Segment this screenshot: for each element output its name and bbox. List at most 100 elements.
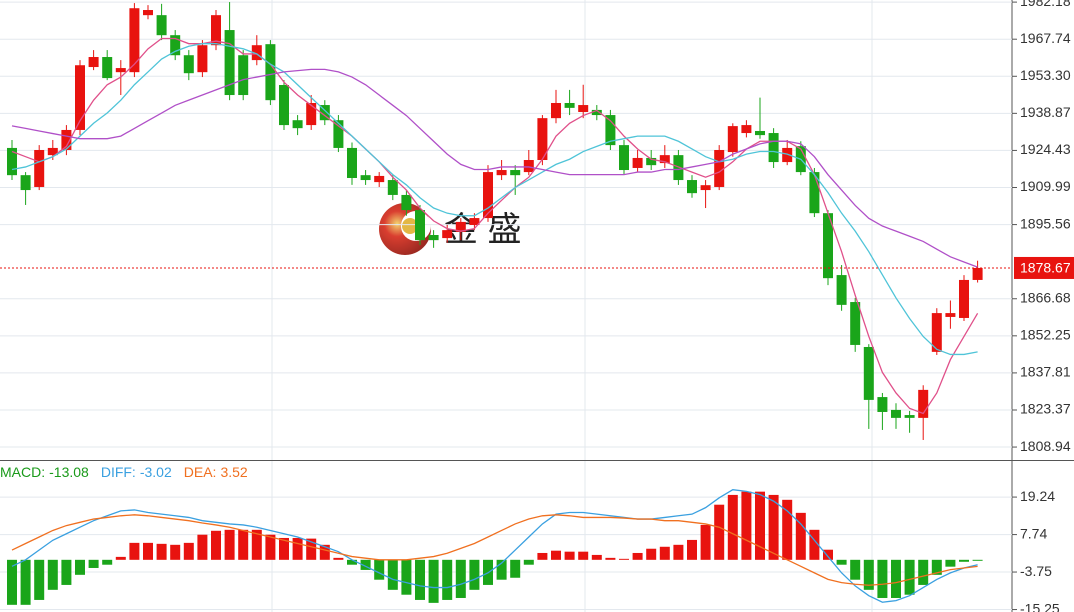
macd-bar — [469, 559, 480, 590]
indicator: MACD: -13.08 — [0, 464, 89, 480]
macd-bar — [632, 552, 643, 560]
macd-bar — [850, 559, 861, 580]
candle-body — [510, 170, 521, 176]
macd-bar — [347, 559, 357, 565]
macd-bar — [891, 559, 901, 598]
macd-bar — [292, 537, 303, 560]
candle-body — [387, 180, 398, 195]
candle-body — [823, 213, 833, 279]
candle-body — [401, 194, 412, 211]
macd-bar — [877, 559, 888, 598]
candle-body — [469, 218, 480, 225]
candle-body — [319, 105, 330, 121]
macd-bar — [129, 542, 140, 560]
candle-body — [564, 102, 575, 108]
candle-body — [183, 55, 194, 74]
line — [11, 68, 978, 268]
candle-body — [224, 30, 235, 96]
candle-body — [850, 302, 861, 345]
y-tick-label: 1924.43 — [1020, 141, 1071, 157]
y-tick-label: 1909.99 — [1020, 178, 1071, 194]
candle-body — [7, 147, 17, 176]
macd-bar — [673, 544, 684, 560]
macd-bar — [972, 559, 983, 561]
candle-body — [292, 120, 303, 129]
candle-body — [238, 55, 249, 96]
macd-bar — [714, 504, 725, 560]
candle-body — [415, 210, 425, 241]
macd-bar — [34, 559, 45, 600]
candle-body — [496, 170, 507, 176]
macd-bar — [306, 538, 317, 560]
macd-bar — [687, 539, 697, 560]
candle-body — [170, 35, 181, 56]
candle-body — [918, 389, 929, 418]
macd-bar — [224, 529, 235, 560]
indicator-name: DEA: — [183, 464, 217, 480]
macd-bar — [251, 529, 262, 560]
macd-bar — [197, 534, 208, 560]
macd-bar — [510, 559, 521, 578]
indicator-value: 3.52 — [220, 464, 248, 480]
macd-bar — [442, 559, 453, 600]
y-tick-label: 1953.30 — [1020, 67, 1071, 83]
macd-bar — [564, 551, 575, 560]
candle-body — [931, 313, 942, 352]
candle-body — [605, 115, 616, 146]
candle-body — [61, 129, 72, 150]
candle-body — [768, 133, 779, 163]
candle-body — [659, 155, 670, 164]
candle-body — [102, 57, 113, 79]
macd-bar — [143, 542, 153, 560]
candle-body — [945, 313, 956, 317]
candle-body — [863, 346, 874, 400]
candle-body — [782, 147, 793, 163]
macd-bar — [931, 559, 942, 575]
candle-body — [265, 44, 276, 101]
candle-body — [47, 147, 58, 156]
macd-bar — [918, 559, 929, 585]
macd-bar — [319, 544, 330, 560]
macd-bar — [945, 559, 956, 567]
candle-body — [646, 157, 657, 166]
macd-bar — [959, 559, 969, 562]
macd-bar — [387, 559, 398, 590]
macd-bar — [755, 491, 765, 560]
macd-bar — [115, 556, 126, 560]
macd-bar — [836, 559, 847, 565]
candle-body — [537, 118, 548, 161]
candle-body — [755, 130, 765, 136]
candle-body — [197, 45, 208, 73]
candle-body — [972, 267, 983, 280]
candle-body — [251, 45, 262, 61]
y-tick-label: 1866.68 — [1020, 289, 1071, 305]
macd-bar — [102, 559, 113, 565]
candle-body — [129, 8, 140, 73]
macd-bar — [782, 499, 793, 560]
candle-body — [360, 175, 371, 181]
candle-body — [551, 102, 561, 119]
macd-bar — [7, 559, 17, 605]
candle-body — [333, 120, 344, 148]
candle-body — [714, 149, 725, 187]
candle-body — [88, 57, 99, 68]
candle-body — [143, 10, 153, 16]
indicator-header: MACD: -13.08 DIFF: -3.02 DEA: 3.52 — [0, 464, 248, 480]
candle-body — [891, 409, 901, 418]
macd-bar — [619, 558, 629, 560]
indicator-value: -3.02 — [139, 464, 172, 480]
macd-bar — [659, 546, 670, 560]
macd-bar — [75, 559, 85, 575]
y-tick-label: 1852.25 — [1020, 327, 1071, 343]
macd-bar — [401, 559, 412, 595]
macd-bar — [170, 544, 181, 560]
macd-bar — [183, 542, 194, 560]
line — [11, 43, 978, 356]
candle-body — [523, 160, 534, 173]
indicator-name: MACD: — [0, 464, 46, 480]
macd-bar — [578, 551, 589, 560]
macd-bar — [809, 529, 820, 560]
macd-bar — [646, 548, 657, 560]
